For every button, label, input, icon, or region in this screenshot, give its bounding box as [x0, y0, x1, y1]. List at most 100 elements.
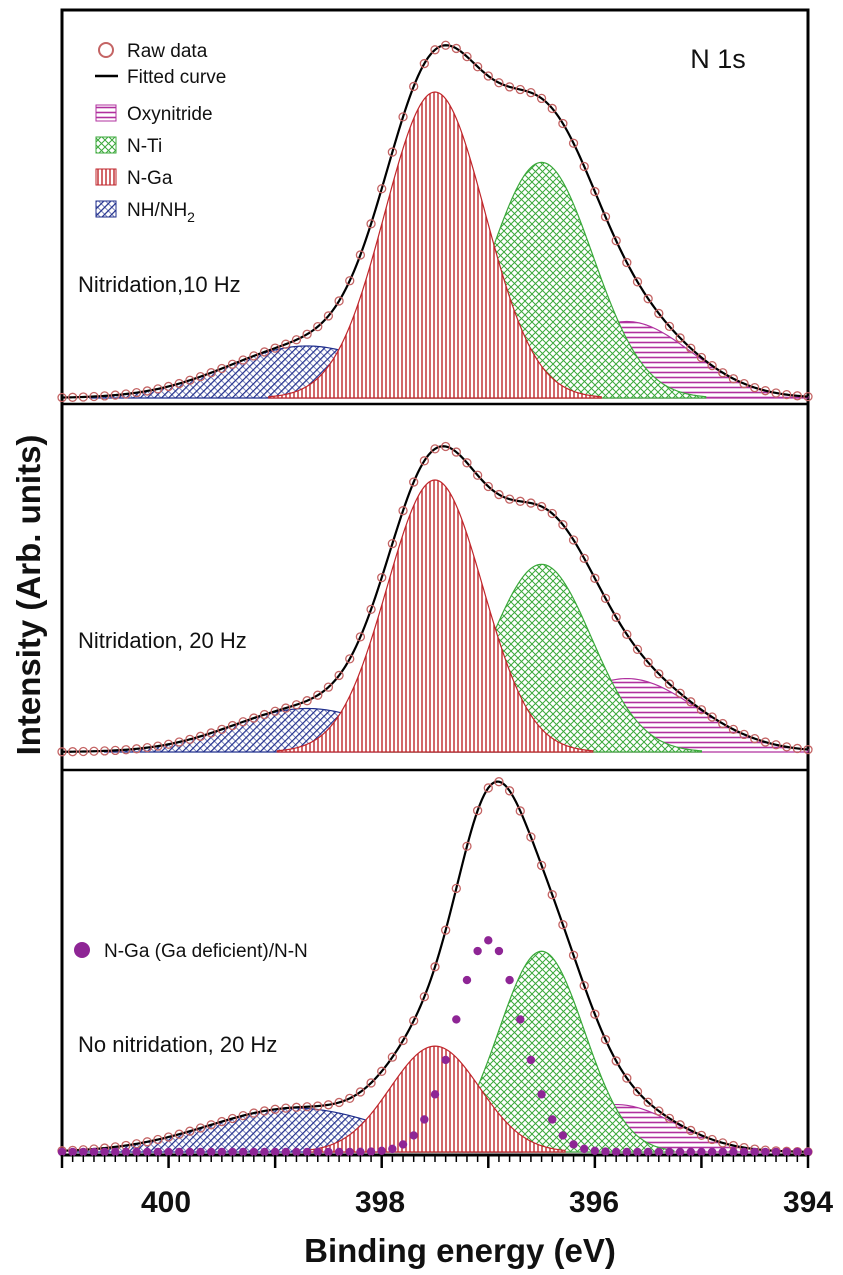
raw-data-point [281, 703, 291, 713]
raw-data-point [217, 1116, 227, 1127]
raw-data-point [686, 697, 696, 707]
raw-data-point [739, 729, 749, 740]
panel-10hz [57, 40, 813, 403]
raw-data-point [270, 1104, 280, 1114]
ga-deficient-point [494, 946, 504, 956]
raw-data-point [174, 737, 184, 747]
n-ga-peak [268, 91, 602, 399]
ga-deficient-point [484, 936, 493, 945]
raw-data-point [185, 1126, 195, 1136]
raw-data-point [121, 745, 131, 755]
raw-data-point [792, 391, 802, 401]
raw-data-point [259, 709, 270, 720]
ga-deficient-point [611, 1147, 621, 1157]
raw-data-point [334, 670, 344, 681]
ga-deficient-point [761, 1147, 770, 1157]
raw-data-point [515, 84, 525, 95]
x-axis-label: Binding energy (eV) [304, 1232, 616, 1269]
raw-data-point [632, 277, 643, 287]
x-tick-396: 396 [569, 1186, 619, 1219]
raw-data-point [249, 351, 259, 361]
ga-deficient-point [441, 1055, 450, 1065]
ga-deficient-point [452, 1015, 461, 1024]
raw-data-point [377, 1066, 387, 1076]
raw-data-point [227, 720, 238, 731]
ga-deficient-point [548, 1115, 557, 1124]
raw-data-point [259, 1106, 270, 1116]
raw-data-point [536, 501, 547, 512]
raw-data-point [419, 456, 429, 466]
raw-data-point [622, 1073, 632, 1083]
raw-data-point [611, 612, 621, 622]
raw-data-point [313, 1101, 323, 1111]
raw-data-marker [98, 42, 114, 58]
raw-data-point [643, 657, 653, 668]
raw-data-point [291, 700, 302, 710]
raw-data-point [355, 1087, 366, 1097]
raw-data-point [334, 1097, 344, 1108]
raw-data-point [89, 391, 99, 402]
raw-data-point [707, 360, 717, 371]
legend-oxynitride: Oxynitride [127, 104, 213, 125]
raw-data-point [568, 535, 579, 545]
ga-deficient-point [803, 1147, 813, 1157]
raw-data-point [68, 392, 78, 402]
raw-data-point [771, 740, 781, 750]
ga-deficient-point [643, 1147, 653, 1157]
raw-data-point [760, 737, 771, 747]
raw-data-point [558, 520, 568, 530]
ga-deficient-point [793, 1147, 802, 1157]
raw-data-point [217, 724, 227, 734]
ga-deficient-point [196, 1147, 205, 1157]
ga-deficient-point [100, 1147, 109, 1157]
n-ga-peak [276, 479, 594, 753]
raw-data-point [782, 742, 792, 752]
ga-deficient-point [207, 1147, 216, 1157]
raw-data-point [313, 321, 323, 332]
ga-deficient-point [601, 1147, 610, 1156]
raw-data-point [441, 925, 451, 935]
panel-20hz [57, 441, 813, 757]
raw-data-point [611, 1056, 621, 1066]
raw-data-point [792, 743, 802, 754]
raw-data-point [131, 1139, 142, 1149]
raw-data-point [718, 1138, 728, 1148]
oxynitride-swatch [95, 104, 117, 122]
raw-data-point [142, 1137, 152, 1147]
raw-data-point [451, 447, 461, 457]
raw-data-point [547, 508, 557, 519]
raw-data-point [78, 746, 88, 757]
raw-data-point [483, 71, 493, 81]
raw-data-point [163, 739, 174, 749]
raw-data-point [163, 381, 174, 392]
raw-data-point [622, 257, 632, 268]
ga-deficient-point [260, 1147, 269, 1157]
raw-data-point [291, 335, 302, 345]
ga-deficient-point [217, 1147, 227, 1157]
raw-data-point [409, 1016, 419, 1026]
raw-data-point [238, 1110, 248, 1121]
raw-data-point [654, 308, 664, 319]
raw-data-point [238, 355, 248, 365]
raw-data-point [142, 386, 152, 396]
ga-deficient-point [356, 1147, 365, 1157]
ga-deficient-point [398, 1140, 408, 1149]
raw-data-point [728, 374, 739, 384]
raw-data-point [696, 705, 707, 715]
raw-data-point [57, 747, 67, 757]
raw-data-point [323, 1100, 334, 1110]
raw-data-point [579, 980, 589, 991]
raw-data-point [600, 593, 611, 604]
nh-nh2-swatch [95, 200, 117, 218]
raw-data-point [579, 161, 589, 172]
raw-data-point [345, 654, 355, 664]
raw-data-point [547, 103, 557, 114]
raw-data-point [643, 1097, 653, 1107]
ga-deficient-point [750, 1147, 759, 1157]
raw-data-point [409, 81, 419, 92]
ga-deficient-point [739, 1147, 749, 1157]
region-label: N 1s [690, 44, 746, 74]
ga-deficient-point [686, 1147, 695, 1157]
raw-data-point [142, 742, 152, 753]
raw-data-point [377, 572, 387, 583]
